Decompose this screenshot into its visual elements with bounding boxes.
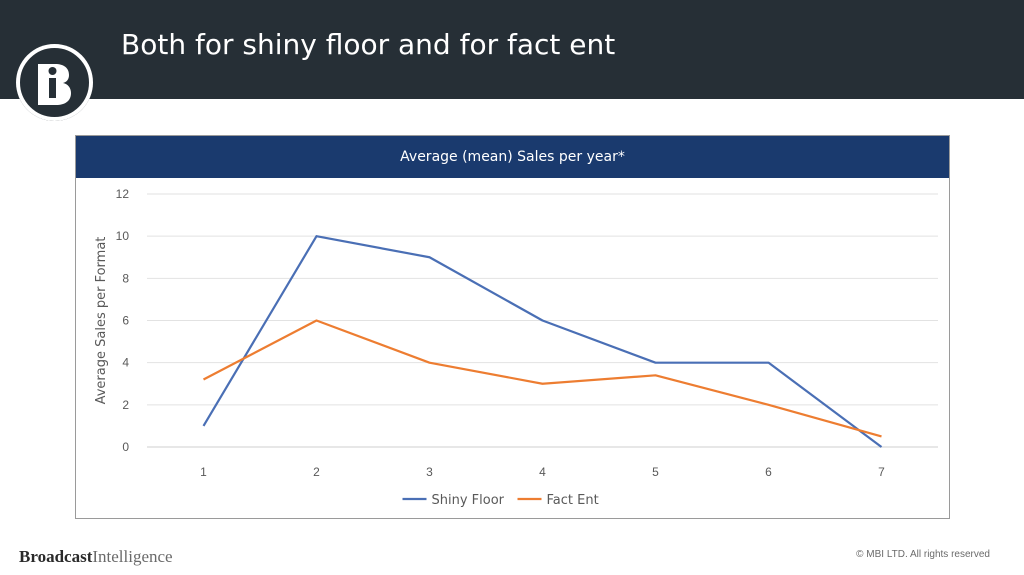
series-line-shiny-floor [202, 235, 883, 448]
slide-header: Both for shiny floor and for fact ent [0, 0, 1024, 99]
y-axis-label: Average Sales per Format [94, 237, 109, 405]
footer-brand-bold: Broadcast [19, 547, 93, 566]
y-tick-label: 10 [116, 229, 130, 243]
footer-brand-light: Intelligence [92, 547, 173, 566]
y-tick-label: 0 [122, 440, 129, 454]
chart-title: Average (mean) Sales per year* [76, 136, 949, 178]
x-tick-label: 4 [539, 465, 546, 479]
bi-logo [16, 44, 93, 121]
y-tick-label: 4 [122, 356, 129, 370]
x-tick-label: 5 [652, 465, 659, 479]
x-tick-label: 3 [426, 465, 433, 479]
series-line-fact-ent [202, 319, 882, 438]
legend-label: Shiny Floor [432, 493, 505, 508]
x-tick-label: 2 [313, 465, 320, 479]
footer-brand: BroadcastIntelligence [19, 547, 173, 567]
bi-logo-icon [17, 45, 92, 120]
chart-panel: Average (mean) Sales per year* 0 2 4 6 8 10 12… [75, 135, 950, 519]
legend-label: Fact Ent [547, 493, 599, 508]
y-tick-label: 12 [116, 187, 130, 201]
x-tick-label: 7 [878, 465, 885, 479]
y-tick-label: 2 [122, 398, 129, 412]
y-tick-label: 8 [122, 271, 129, 285]
x-tick-label: 1 [200, 465, 207, 479]
x-tick-label: 6 [765, 465, 772, 479]
copyright-notice: © MBI LTD. All rights reserved [856, 549, 990, 560]
y-tick-label: 6 [122, 314, 129, 328]
slide-title: Both for shiny floor and for fact ent [121, 28, 616, 61]
